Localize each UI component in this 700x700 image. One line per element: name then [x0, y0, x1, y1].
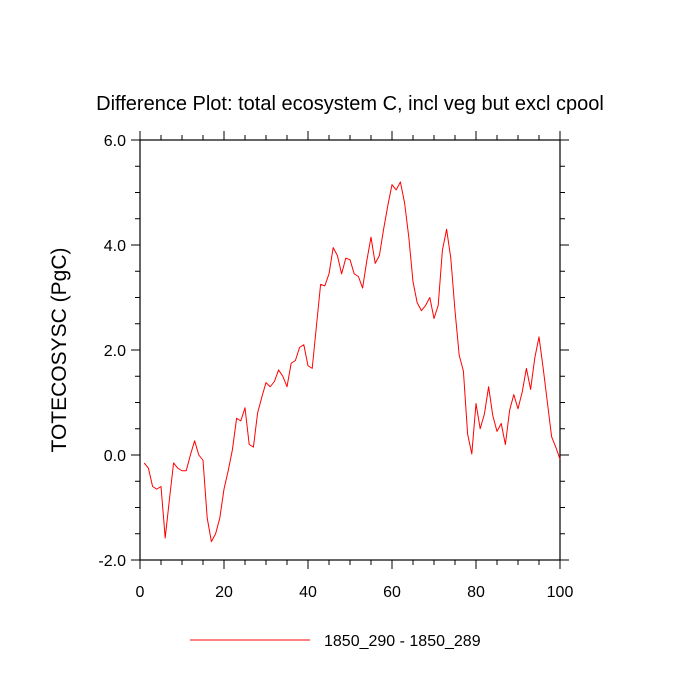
- axis-ticks: [131, 131, 569, 569]
- y-tick-label: 6.0: [104, 133, 126, 150]
- y-tick-label: -2.0: [98, 553, 126, 570]
- y-tick-label: 0.0: [104, 448, 126, 465]
- chart-title: Difference Plot: total ecosystem C, incl…: [96, 93, 604, 115]
- y-axis-label: TOTECOSYSC (PgC): [48, 248, 71, 453]
- x-tick-label: 40: [299, 584, 317, 601]
- series-line: [143, 181, 561, 543]
- x-tick-label: 0: [136, 584, 145, 601]
- plot-frame: [139, 139, 561, 561]
- legend-label: 1850_290 - 1850_289: [324, 633, 481, 650]
- x-tick-label: 20: [215, 584, 233, 601]
- x-tick-label: 100: [547, 584, 574, 601]
- y-tick-label: 4.0: [104, 238, 126, 255]
- x-tick-label: 60: [383, 584, 401, 601]
- x-tick-label: 80: [467, 584, 485, 601]
- y-axis-tick-labels: -2.0 0.0 2.0 4.0 6.0: [98, 133, 126, 570]
- x-axis-tick-labels: 0 20 40 60 80 100: [136, 584, 574, 601]
- series-layer: [143, 181, 561, 543]
- y-tick-label: 2.0: [104, 343, 126, 360]
